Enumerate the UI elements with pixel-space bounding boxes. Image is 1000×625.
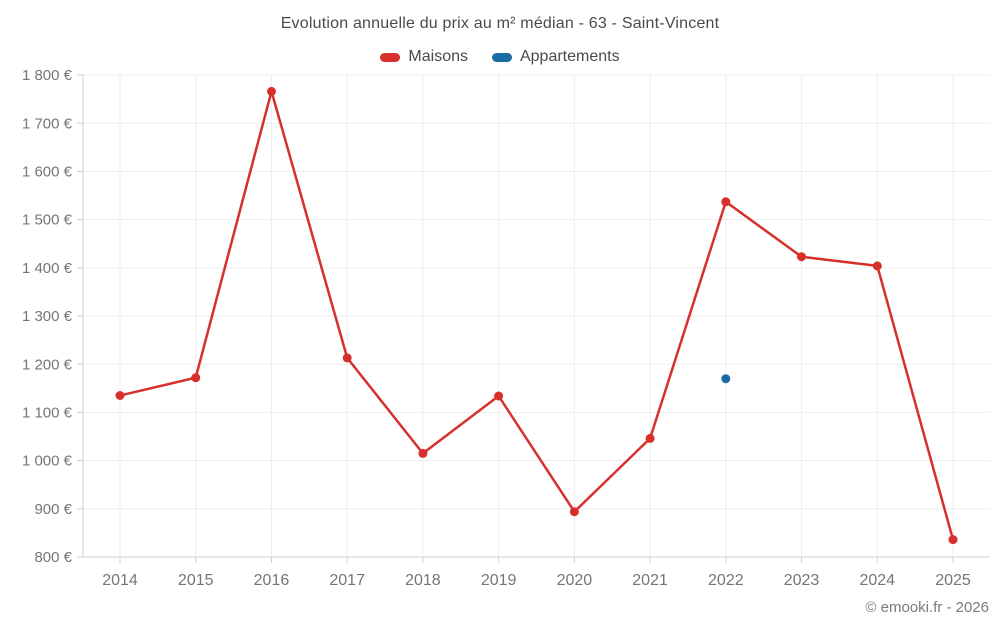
maisons-point-2017[interactable] xyxy=(342,353,352,363)
legend-label-appartements: Appartements xyxy=(519,48,620,65)
maisons-point-2022[interactable] xyxy=(721,197,731,207)
y-tick-label: 1 000 € xyxy=(22,453,73,470)
maisons-series-swatch-icon xyxy=(380,52,401,62)
maisons-point-2021[interactable] xyxy=(645,433,655,443)
chart-title: Evolution annuelle du prix au m² médian … xyxy=(280,15,720,32)
maisons-point-2020[interactable] xyxy=(569,507,579,517)
x-tick-label: 2015 xyxy=(178,572,214,589)
x-tick-label: 2018 xyxy=(405,572,441,589)
x-tick-label: 2023 xyxy=(784,572,820,589)
gridlines xyxy=(83,74,990,557)
y-tick-label: 900 € xyxy=(34,501,72,518)
maisons-point-2018[interactable] xyxy=(418,448,428,458)
x-tick-label: 2020 xyxy=(557,572,593,589)
legend-item-maisons[interactable]: Maisons xyxy=(380,48,468,66)
series-maisons xyxy=(115,86,958,545)
maisons-point-2014[interactable] xyxy=(115,391,125,400)
maisons-point-2019[interactable] xyxy=(494,391,504,401)
x-tick-label: 2016 xyxy=(254,572,290,589)
x-tick-label: 2019 xyxy=(481,572,517,589)
appartements-point-2022[interactable] xyxy=(721,374,731,384)
y-axis-labels: 800 € 900 € 1 000 € 1 100 € 1 200 € 1 300 € 1 … xyxy=(22,67,73,566)
y-tick-label: 1 400 € xyxy=(22,260,73,277)
appartements-series-swatch-icon xyxy=(491,52,512,62)
x-tick-label: 2024 xyxy=(859,572,895,589)
y-tick-label: 1 600 € xyxy=(22,164,73,181)
y-tick-label: 1 800 € xyxy=(22,67,73,84)
maisons-point-2015[interactable] xyxy=(191,373,201,383)
y-tick-label: 1 700 € xyxy=(22,115,73,132)
maisons-point-2025[interactable] xyxy=(948,535,958,545)
y-tick-label: 1 100 € xyxy=(22,405,73,422)
maisons-point-2023[interactable] xyxy=(797,252,806,262)
x-tick-label: 2021 xyxy=(632,572,668,589)
y-tick-label: 800 € xyxy=(34,549,72,566)
x-tick-label: 2014 xyxy=(102,572,138,589)
copyright-credit: © emooki.fr - 2026 xyxy=(865,599,989,616)
maisons-point-2024[interactable] xyxy=(872,261,882,271)
y-tick-label: 1 500 € xyxy=(22,212,73,229)
series-appartements xyxy=(721,374,731,384)
axes xyxy=(77,74,990,563)
x-tick-label: 2025 xyxy=(935,572,971,589)
x-axis-labels: 2014 2015 2016 2017 2018 2019 2020 2021 2022 2023… xyxy=(102,572,971,589)
legend: Maisons Appartements xyxy=(0,46,1000,68)
maisons-line xyxy=(118,90,955,541)
x-tick-label: 2022 xyxy=(708,572,744,589)
maisons-point-2016[interactable] xyxy=(267,86,276,96)
y-tick-label: 1 300 € xyxy=(22,308,73,325)
legend-item-appartements[interactable]: Appartements xyxy=(491,48,620,66)
x-tick-label: 2017 xyxy=(329,572,365,589)
y-tick-label: 1 200 € xyxy=(22,356,73,373)
legend-label-maisons: Maisons xyxy=(408,48,468,65)
